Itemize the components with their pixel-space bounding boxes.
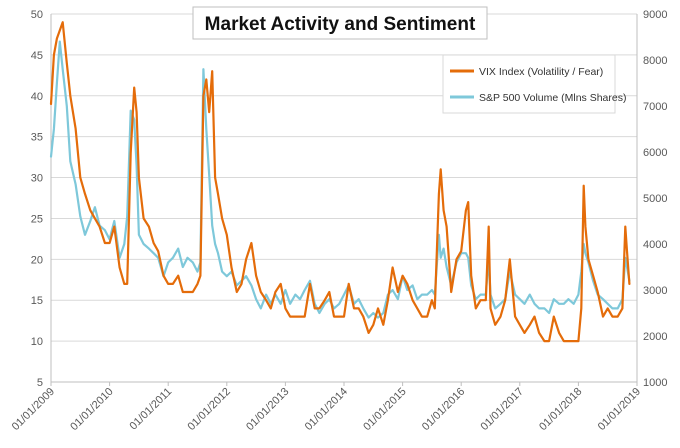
y-left-tick-label: 40	[31, 91, 43, 103]
legend-label-vix: VIX Index (Volatility / Fear)	[479, 66, 603, 78]
x-tick-label: 01/01/2010	[68, 386, 115, 433]
y-right-tick-label: 1000	[643, 377, 667, 389]
x-tick-label: 01/01/2016	[420, 386, 467, 433]
x-tick-label: 01/01/2018	[537, 386, 584, 433]
volume-series-line	[49, 40, 631, 319]
y-right-tick-label: 3000	[643, 285, 667, 297]
left-axis-ticks: 5 10 15 20 25 30 35 40 45 50	[31, 9, 43, 389]
y-right-tick-label: 2000	[643, 331, 667, 343]
x-tick-label: 01/01/2012	[186, 386, 233, 433]
y-right-tick-label: 6000	[643, 147, 667, 159]
x-tick-label: 01/01/2019	[596, 386, 643, 433]
y-left-tick-label: 20	[31, 254, 43, 266]
y-left-tick-label: 45	[31, 50, 43, 62]
x-tick-label: 01/01/2011	[127, 386, 174, 433]
y-left-tick-label: 25	[31, 213, 43, 225]
legend-label-volume: S&P 500 Volume (Mlns Shares)	[479, 92, 626, 104]
x-tick-label: 01/01/2013	[244, 386, 291, 433]
y-right-tick-label: 5000	[643, 193, 667, 205]
title-box	[192, 6, 488, 40]
y-left-tick-label: 35	[31, 132, 43, 144]
x-tick-label: 01/01/2017	[479, 386, 526, 433]
y-right-tick-label: 7000	[643, 101, 667, 113]
legend-box	[442, 54, 616, 114]
x-tick-label: 01/01/2015	[361, 386, 408, 433]
chart-title-box: Market Activity and Sentiment	[192, 6, 488, 40]
y-right-tick-label: 4000	[643, 239, 667, 251]
y-left-tick-label: 50	[31, 9, 43, 21]
y-right-tick-label: 8000	[643, 55, 667, 67]
x-tick-label: 01/01/2014	[303, 386, 350, 433]
y-left-tick-label: 15	[31, 295, 43, 307]
y-left-tick-label: 30	[31, 173, 43, 185]
legend: VIX Index (Volatility / Fear) S&P 500 Vo…	[442, 54, 626, 114]
vix-series-line	[49, 21, 631, 343]
x-tick-label: 01/01/2009	[10, 386, 57, 433]
y-right-tick-label: 9000	[643, 9, 667, 21]
chart-title: Market Activity and Sentiment	[205, 14, 476, 35]
y-left-tick-label: 5	[37, 377, 43, 389]
series-lines	[49, 21, 631, 343]
y-left-tick-label: 10	[31, 336, 43, 348]
right-axis-ticks: 1000 2000 3000 4000 5000 6000 7000 8000 9000	[643, 9, 667, 389]
